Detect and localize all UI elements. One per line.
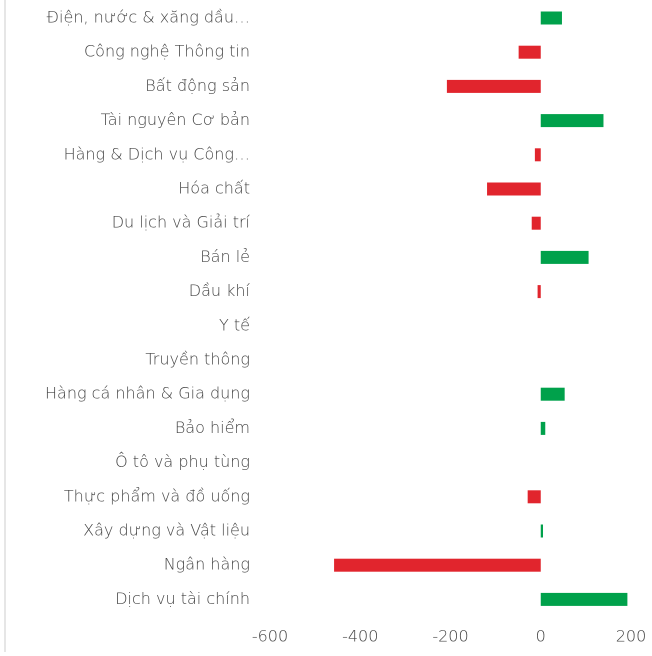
- x-tick-label: -600: [252, 627, 288, 646]
- bar: [334, 558, 541, 572]
- bar: [540, 592, 628, 606]
- y-tick-label: Bán lẻ: [200, 247, 250, 266]
- x-tick-label: -400: [342, 627, 378, 646]
- y-tick-label: Ô tô và phụ tùng: [115, 452, 250, 471]
- bar: [531, 216, 541, 230]
- y-tick-label: Hóa chất: [178, 179, 250, 198]
- bar: [487, 182, 541, 196]
- y-tick-label: Y tế: [219, 315, 250, 334]
- x-tick-label: 0: [536, 627, 546, 646]
- x-tick-label: -200: [432, 627, 468, 646]
- bar: [537, 285, 541, 299]
- x-tick-label: 200: [616, 627, 647, 646]
- bar: [540, 250, 589, 264]
- bar: [540, 11, 562, 25]
- y-tick-label: Hàng cá nhân & Gia dụng: [45, 384, 250, 403]
- y-tick-label: Tài nguyên Cơ bản: [101, 110, 250, 129]
- y-tick-label: Điện, nước & xăng dầu…: [47, 8, 250, 27]
- bar: [540, 524, 544, 538]
- y-tick-label: Bất động sản: [145, 76, 250, 95]
- y-tick-label: Hàng & Dịch vụ Công…: [64, 144, 250, 163]
- y-tick-label: Truyền thông: [145, 350, 250, 369]
- bar: [527, 490, 541, 504]
- bar: [540, 421, 546, 435]
- y-tick-label: Xây dựng và Vật liệu: [83, 521, 250, 540]
- bar: [534, 148, 541, 162]
- bar: [518, 45, 541, 59]
- bar: [540, 114, 604, 128]
- y-tick-label: Thực phẩm và đồ uống: [64, 486, 250, 505]
- y-tick-label: Ngân hàng: [164, 555, 250, 574]
- y-tick-label: Dịch vụ tài chính: [115, 589, 250, 608]
- y-tick-label: Du lịch và Giải trí: [112, 213, 251, 232]
- bar: [540, 387, 565, 401]
- y-tick-label: Dầu khí: [189, 281, 251, 300]
- y-tick-label: Công nghệ Thông tin: [84, 42, 250, 61]
- bar: [446, 79, 541, 93]
- y-tick-label: Bảo hiểm: [175, 418, 250, 437]
